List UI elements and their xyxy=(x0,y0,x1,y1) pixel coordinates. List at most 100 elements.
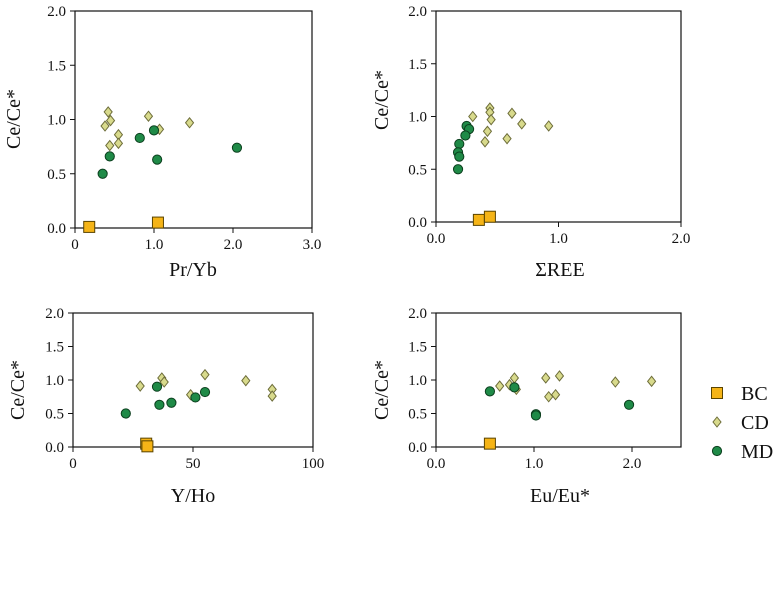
data-point-md xyxy=(97,168,108,179)
data-point-cd xyxy=(554,370,565,382)
y-tick-label: 0.0 xyxy=(408,440,427,456)
y-tick-label: 1.5 xyxy=(408,340,427,356)
y-tick-label: 1.5 xyxy=(47,58,66,74)
data-point-md xyxy=(623,399,635,410)
data-point-cd xyxy=(105,139,115,152)
data-point-md xyxy=(452,164,464,175)
data-point-cd xyxy=(103,106,113,118)
y-tick-label: 1.0 xyxy=(408,110,427,126)
x-tick-label: 0 xyxy=(71,237,79,253)
data-point-cd xyxy=(105,114,116,127)
data-point-cd xyxy=(507,107,517,120)
data-point-md xyxy=(509,382,520,393)
data-point-cd xyxy=(482,125,493,138)
y-axis-label: Ce/Ce* xyxy=(3,89,25,149)
data-point-cd xyxy=(468,110,478,123)
legend-marker-cd xyxy=(712,416,722,428)
data-point-md xyxy=(484,386,495,397)
x-tick-label: 2.0 xyxy=(623,456,642,472)
data-point-md xyxy=(104,151,115,162)
y-tick-label: 2.0 xyxy=(45,306,64,322)
data-point-md xyxy=(460,130,471,141)
data-point-cd xyxy=(517,118,527,130)
y-tick-label: 1.0 xyxy=(45,373,64,389)
y-axis-label: Ce/Ce* xyxy=(7,360,29,420)
data-point-md xyxy=(199,386,211,398)
y-tick-label: 0.0 xyxy=(408,215,427,231)
data-point-cd xyxy=(541,372,551,384)
data-point-cd xyxy=(502,132,512,145)
legend: BC CD MD xyxy=(711,383,773,463)
data-point-bc xyxy=(472,213,485,226)
data-point-cd xyxy=(135,380,145,392)
y-tick-label: 0.5 xyxy=(45,407,64,423)
panel-y-ho: 0 50 100 0.0 0.5 1.0 1.5 2.0 Y/Ho Ce/Ce* xyxy=(7,306,324,507)
legend-marker-bc xyxy=(711,387,723,399)
data-point-cd xyxy=(184,116,195,129)
y-tick-label: 0.5 xyxy=(408,407,427,423)
y-tick-label: 0.5 xyxy=(47,167,66,183)
y-tick-label: 2.0 xyxy=(408,4,427,20)
data-point-md xyxy=(148,125,160,136)
data-point-md xyxy=(530,410,542,421)
data-point-cd xyxy=(267,390,277,402)
plot-frame xyxy=(72,312,314,448)
y-axis-label: Ce/Ce* xyxy=(371,360,393,420)
data-point-cd xyxy=(241,374,251,387)
legend-label-bc: BC xyxy=(741,383,768,405)
data-point-cd xyxy=(495,380,505,392)
data-points xyxy=(83,106,243,233)
data-point-cd xyxy=(159,376,169,388)
x-tick-label: 50 xyxy=(186,456,201,472)
y-tick-label: 1.0 xyxy=(47,113,66,129)
data-point-md xyxy=(166,397,177,408)
x-tick-label: 100 xyxy=(302,456,325,472)
data-point-cd xyxy=(646,375,657,388)
legend-label-cd: CD xyxy=(741,412,769,434)
panel-pr-yb: 0 1.0 2.0 3.0 0.0 0.5 1.0 1.5 2.0 Pr/Yb Ce/Ce* xyxy=(3,4,321,281)
data-point-md xyxy=(454,151,465,162)
data-point-cd xyxy=(113,137,124,150)
data-point-cd xyxy=(550,388,561,401)
x-tick-label: 3.0 xyxy=(303,237,322,253)
x-tick-label: 2.0 xyxy=(224,237,243,253)
x-tick-label: 0 xyxy=(69,456,77,472)
data-point-bc xyxy=(483,210,496,223)
legend-label-md: MD xyxy=(741,441,773,463)
data-point-cd xyxy=(486,113,496,126)
data-point-md xyxy=(454,138,465,150)
x-tick-label: 0.0 xyxy=(427,456,446,472)
tick-marks: 0 50 100 0.0 0.5 1.0 1.5 2.0 xyxy=(45,306,324,472)
x-tick-label: 1.0 xyxy=(549,231,568,247)
data-point-cd xyxy=(610,376,620,388)
data-point-bc xyxy=(483,437,496,450)
data-points xyxy=(483,370,657,450)
tick-marks: 0.0 1.0 2.0 0.0 0.5 1.0 1.5 2.0 xyxy=(408,306,641,472)
data-point-md xyxy=(120,408,131,419)
y-tick-label: 1.5 xyxy=(45,340,64,356)
y-tick-label: 0.0 xyxy=(47,221,66,237)
data-point-cd xyxy=(509,372,520,384)
data-point-md xyxy=(151,381,163,392)
data-point-cd xyxy=(480,136,490,148)
legend-marker-md xyxy=(711,445,723,457)
x-tick-label: 1.0 xyxy=(525,456,544,472)
data-point-md xyxy=(152,154,163,165)
data-point-cd xyxy=(544,390,554,403)
x-tick-label: 2.0 xyxy=(672,231,691,247)
data-points xyxy=(120,368,277,453)
x-axis-label: Y/Ho xyxy=(171,485,215,507)
data-point-bc xyxy=(141,440,154,453)
data-point-bc xyxy=(151,216,164,229)
y-tick-label: 1.5 xyxy=(408,57,427,73)
data-point-md xyxy=(190,392,201,403)
y-tick-label: 0.0 xyxy=(45,440,64,456)
y-tick-label: 2.0 xyxy=(47,4,66,20)
x-axis-label: Eu/Eu* xyxy=(530,485,590,507)
x-tick-label: 0.0 xyxy=(427,231,446,247)
data-point-md xyxy=(231,142,243,153)
data-point-md xyxy=(134,132,145,144)
y-tick-label: 1.0 xyxy=(408,373,427,389)
y-tick-label: 2.0 xyxy=(408,306,427,322)
